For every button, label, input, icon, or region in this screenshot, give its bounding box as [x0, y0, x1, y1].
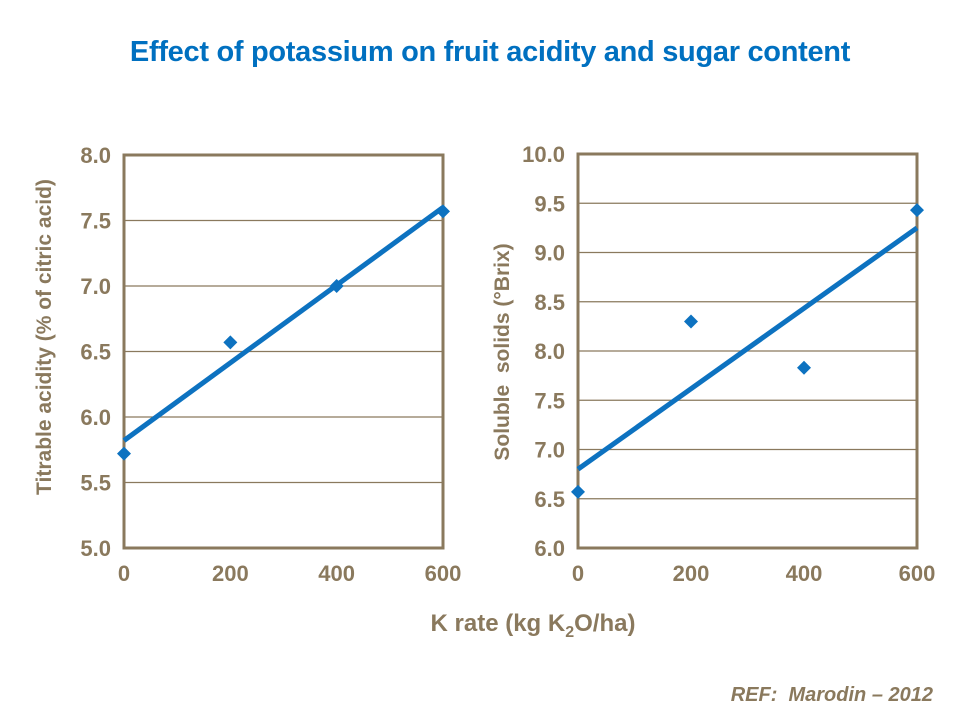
y-tick-label: 6.0 [80, 405, 111, 430]
y-tick-label: 9.0 [534, 241, 565, 266]
x-tick-label: 600 [899, 561, 936, 586]
data-point-marker [571, 484, 585, 499]
data-point-marker [797, 360, 811, 375]
x-tick-label: 0 [572, 561, 584, 586]
reference-text: REF: Marodin – 2012 [730, 684, 933, 706]
plot-titrable-acidity: 5.0 5.5 6.0 6.5 7.0 7.5 8.0 0 200 400 600 [80, 143, 461, 586]
trendline [576, 225, 919, 472]
x-tick-label: 0 [118, 561, 130, 586]
x-tick-label: 400 [318, 561, 355, 586]
y-tick-label: 5.5 [80, 471, 111, 496]
y-tick-label: 6.5 [534, 487, 565, 512]
y-axis-label-titrable-acidity: Titrable acidity (% of citric acid) [33, 179, 56, 495]
y-axis-label-soluble-solids: Soluble solids (°Brix) [491, 243, 514, 461]
data-point-marker [684, 314, 698, 329]
y-tick-label: 10.0 [522, 142, 565, 167]
data-point-marker [223, 335, 238, 350]
x-axis-label-pre: K rate (kg K [430, 610, 566, 637]
y-tick-label: 7.0 [80, 274, 111, 299]
plot-border [122, 153, 445, 550]
trendline [122, 205, 445, 443]
y-tick-label: 9.5 [534, 191, 565, 216]
y-tick-label: 8.0 [80, 143, 111, 168]
x-axis-label-post: O/ha) [574, 610, 636, 637]
plot-border [576, 152, 919, 550]
y-tick-label: 6.5 [80, 340, 111, 365]
data-point-marker [117, 446, 131, 461]
x-axis-label-subscript: 2 [565, 624, 575, 641]
data-point-marker [910, 203, 924, 218]
y-tick-label: 7.5 [534, 388, 565, 413]
y-tick-label: 5.0 [80, 536, 111, 561]
y-tick-label: 8.5 [534, 290, 565, 315]
x-tick-label: 600 [425, 561, 462, 586]
y-tick-label: 7.5 [80, 209, 111, 234]
data-point-marker [329, 279, 344, 293]
x-tick-label: 200 [212, 561, 249, 586]
plot-soluble-solids: 6.0 6.5 7.0 7.5 8.0 8.5 9.0 9.5 10.0 0 200 400 600 [522, 142, 935, 586]
page-title: Effect of potassium on fruit acidity and… [129, 36, 851, 68]
x-tick-label: 400 [786, 561, 823, 586]
y-tick-label: 7.0 [534, 438, 565, 463]
data-point-marker [436, 204, 450, 219]
x-axis-label: K rate (kg K2O/ha) [333, 610, 733, 642]
x-tick-label: 200 [673, 561, 710, 586]
y-tick-label: 8.0 [534, 339, 565, 364]
y-tick-label: 6.0 [534, 536, 565, 561]
